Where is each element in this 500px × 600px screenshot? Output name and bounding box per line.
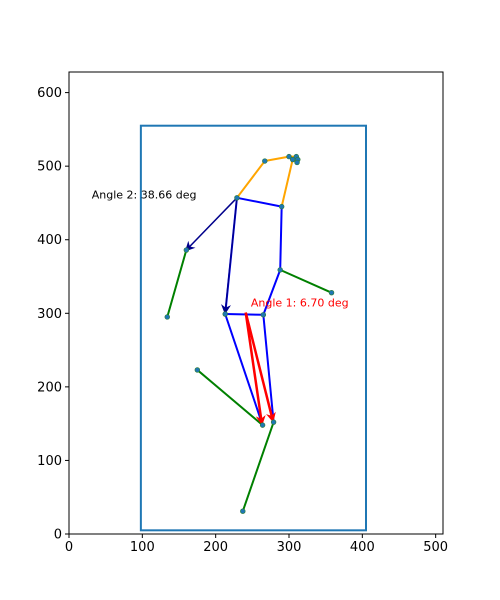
skeleton-segment bbox=[224, 313, 264, 427]
keypoint bbox=[240, 508, 246, 514]
keypoint bbox=[259, 422, 266, 428]
plot-area bbox=[69, 72, 443, 534]
bounding-box-layer bbox=[139, 124, 367, 532]
y-tick-label: 0 bbox=[54, 528, 62, 543]
keypoint bbox=[278, 203, 285, 210]
keypoint bbox=[289, 156, 296, 163]
angle-arrows bbox=[184, 197, 276, 426]
x-axis: 0 100 200 300 400 500 bbox=[65, 534, 448, 555]
y-tick-label: 500 bbox=[37, 160, 62, 175]
angle-annotation: Angle 2: 38.66 deg bbox=[92, 189, 197, 202]
x-tick-label: 200 bbox=[203, 540, 228, 555]
skeleton-segment bbox=[262, 313, 275, 424]
keypoint bbox=[286, 153, 292, 160]
angle-arrow bbox=[184, 197, 238, 252]
y-tick-label: 200 bbox=[37, 380, 62, 395]
skeleton-segment bbox=[241, 421, 275, 513]
keypoints bbox=[164, 153, 335, 514]
x-tick-label: 500 bbox=[423, 540, 448, 555]
y-tick-label: 600 bbox=[37, 86, 62, 101]
y-tick-label: 400 bbox=[37, 233, 62, 248]
skeleton-segment bbox=[196, 368, 264, 427]
angle-annotation: Angle 1: 6.70 deg bbox=[251, 297, 349, 310]
x-tick-label: 100 bbox=[130, 540, 155, 555]
skeleton-segment bbox=[280, 158, 294, 208]
y-tick-label: 100 bbox=[37, 454, 62, 469]
x-tick-label: 0 bbox=[65, 540, 73, 555]
y-axis: 0 100 200 300 400 500 600 bbox=[37, 86, 69, 543]
keypoint bbox=[277, 267, 283, 273]
keypoint bbox=[222, 311, 228, 317]
y-tick-label: 300 bbox=[37, 307, 62, 322]
plot-area-background bbox=[69, 72, 443, 534]
angle-arrow bbox=[221, 197, 238, 315]
keypoint bbox=[164, 314, 170, 320]
angle-arrow bbox=[244, 312, 266, 426]
skeleton-segment bbox=[279, 268, 333, 294]
skeleton-segment bbox=[279, 205, 283, 271]
skeleton-segment bbox=[166, 249, 188, 318]
skeleton-segment bbox=[235, 160, 266, 199]
angle-arrow bbox=[244, 312, 276, 423]
keypoint bbox=[183, 247, 190, 253]
x-tick-label: 300 bbox=[277, 540, 302, 555]
keypoint bbox=[234, 195, 240, 201]
skeleton-segment bbox=[263, 155, 290, 163]
annotations: Angle 1: 6.70 deg Angle 2: 38.66 deg bbox=[92, 189, 349, 310]
keypoint bbox=[194, 367, 201, 373]
x-tick-label: 400 bbox=[350, 540, 375, 555]
skeleton-segment bbox=[235, 196, 283, 208]
skeleton-segment bbox=[224, 313, 265, 316]
bounding-box bbox=[139, 124, 367, 532]
keypoint bbox=[294, 159, 300, 166]
keypoint bbox=[270, 419, 277, 425]
plot-frame bbox=[68, 71, 444, 535]
keypoint bbox=[260, 312, 267, 318]
keypoint bbox=[328, 290, 335, 296]
skeleton-segment bbox=[262, 268, 282, 316]
keypoint bbox=[262, 158, 268, 164]
